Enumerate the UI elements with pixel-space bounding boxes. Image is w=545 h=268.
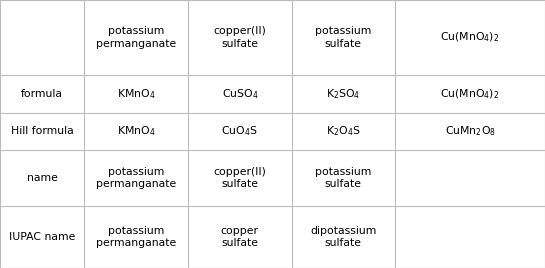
Text: dipotassium
sulfate: dipotassium sulfate — [310, 226, 377, 248]
Text: potassium
permanganate: potassium permanganate — [96, 226, 177, 248]
Text: KMnO$_4$: KMnO$_4$ — [117, 87, 155, 101]
Text: copper
sulfate: copper sulfate — [221, 226, 259, 248]
Text: Hill formula: Hill formula — [11, 126, 74, 136]
Text: formula: formula — [21, 89, 63, 99]
Text: copper(II)
sulfate: copper(II) sulfate — [213, 167, 267, 189]
Text: CuMn$_2$O$_8$: CuMn$_2$O$_8$ — [445, 124, 495, 138]
Text: K$_2$SO$_4$: K$_2$SO$_4$ — [326, 87, 361, 101]
Text: CuO$_4$S: CuO$_4$S — [221, 124, 258, 138]
Text: potassium
permanganate: potassium permanganate — [96, 167, 177, 189]
Text: potassium
permanganate: potassium permanganate — [96, 26, 177, 49]
Text: CuSO$_4$: CuSO$_4$ — [222, 87, 258, 101]
Text: IUPAC name: IUPAC name — [9, 232, 75, 242]
Text: copper(II)
sulfate: copper(II) sulfate — [213, 26, 267, 49]
Text: Cu(MnO$_4)_2$: Cu(MnO$_4)_2$ — [440, 87, 500, 100]
Text: potassium
sulfate: potassium sulfate — [315, 167, 372, 189]
Text: Cu(MnO$_4)_2$: Cu(MnO$_4)_2$ — [440, 31, 500, 44]
Text: KMnO$_4$: KMnO$_4$ — [117, 124, 155, 138]
Text: K$_2$O$_4$S: K$_2$O$_4$S — [326, 124, 361, 138]
Text: potassium
sulfate: potassium sulfate — [315, 26, 372, 49]
Text: name: name — [27, 173, 58, 183]
